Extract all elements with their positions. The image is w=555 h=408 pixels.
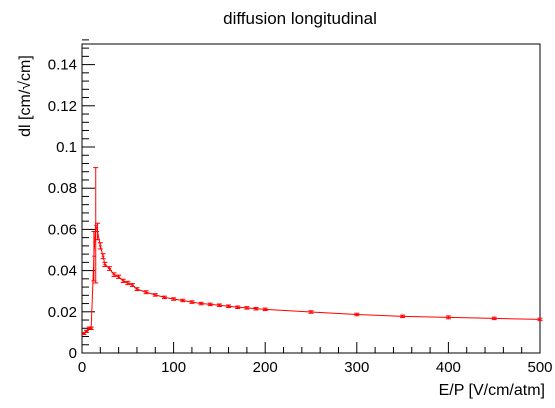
y-tick-label: 0.06 xyxy=(48,221,77,238)
y-tick-label: 0.12 xyxy=(48,98,77,115)
x-tick-label: 400 xyxy=(436,359,461,376)
sqrt-icon: √ xyxy=(17,81,34,90)
x-axis-label: E/P [V/cm/atm] xyxy=(439,382,545,399)
svg-text:dl [cm/√cm]: dl [cm/√cm] xyxy=(17,55,34,137)
plot-frame xyxy=(81,43,541,354)
series-line xyxy=(83,225,541,334)
y-tick-label: 0.02 xyxy=(48,304,77,321)
chart-title: diffusion longitudinal xyxy=(223,9,377,28)
x-tick-label: 0 xyxy=(78,359,86,376)
y-tick-label: 0.08 xyxy=(48,180,77,197)
axes-layer: 0 100 200 300 400 500 0 0.02 0.04 0.06 0.08 0.1 0.12… xyxy=(48,39,553,376)
series-layer xyxy=(81,167,543,335)
y-axis-label-main: dl [cm/ xyxy=(17,89,34,137)
y-axis-label-sqrt: cm] xyxy=(17,55,34,81)
y-tick-label: 0.14 xyxy=(48,57,77,74)
y-tick-label: 0.04 xyxy=(48,263,77,280)
x-tick-label: 500 xyxy=(527,359,552,376)
x-tick-label: 300 xyxy=(344,359,369,376)
x-tick-label: 200 xyxy=(253,359,278,376)
y-tick-label: 0.1 xyxy=(56,139,77,156)
x-tick-label: 100 xyxy=(161,359,186,376)
y-axis-label: dl [cm/√cm] xyxy=(17,55,34,137)
y-tick-label: 0 xyxy=(69,345,77,362)
